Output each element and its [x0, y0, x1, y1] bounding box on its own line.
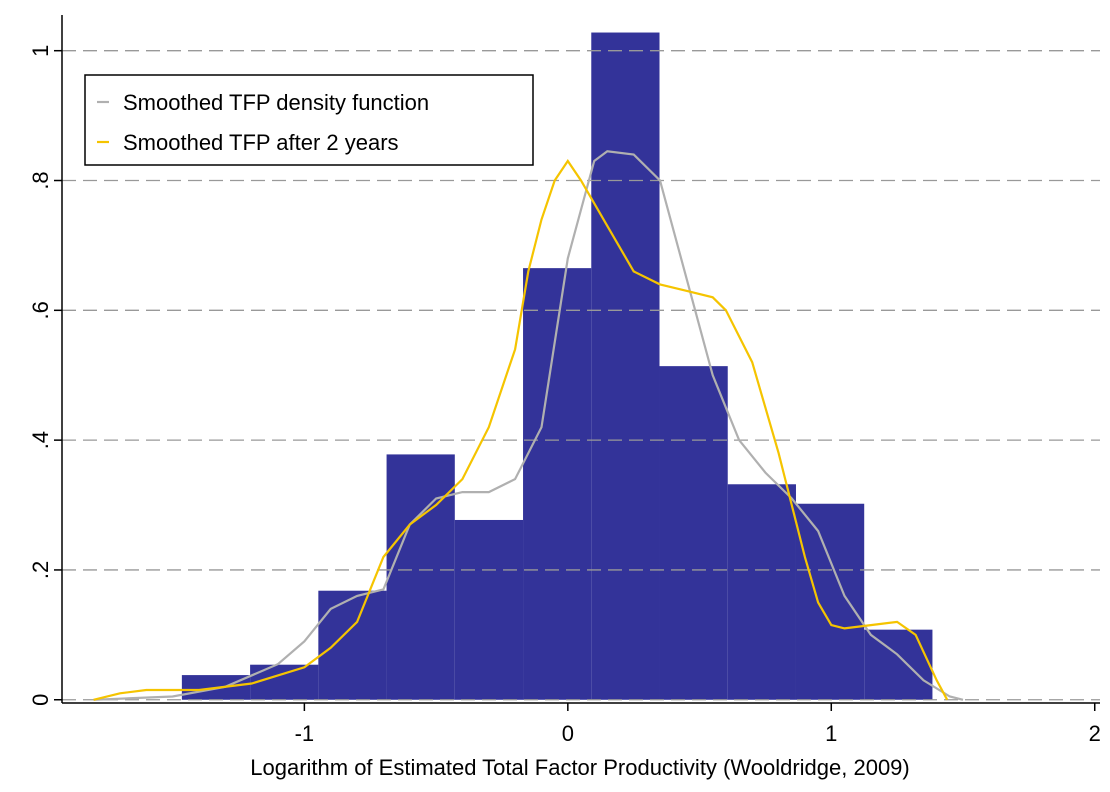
x-axis-label: Logarithm of Estimated Total Factor Prod… [250, 755, 910, 780]
histogram-bar [318, 590, 387, 700]
y-tick-label: .6 [28, 301, 53, 319]
x-tick-label: 2 [1089, 721, 1101, 746]
histogram-bar [386, 454, 455, 700]
histogram-bar [523, 268, 592, 700]
density-line [93, 159, 949, 701]
x-tick-label: -1 [295, 721, 315, 746]
histogram-bar [727, 484, 796, 700]
histogram-bar [591, 32, 660, 700]
x-tick-label: 1 [825, 721, 837, 746]
y-tick-label: 0 [28, 694, 53, 706]
y-tick-label: .2 [28, 561, 53, 579]
histogram-bar [795, 503, 865, 700]
y-tick-label: 1 [28, 45, 53, 57]
histogram-bar [864, 629, 933, 700]
legend-box [84, 74, 534, 166]
density-line [93, 150, 964, 701]
legend-label: Smoothed TFP after 2 years [123, 130, 399, 155]
legend-label: Smoothed TFP density function [123, 90, 429, 115]
x-tick-label: 0 [562, 721, 574, 746]
y-tick-label: .4 [28, 431, 53, 449]
histogram-bar [454, 519, 524, 700]
histogram-bar [659, 366, 728, 700]
y-tick-label: .8 [28, 171, 53, 189]
histogram-bar [250, 664, 319, 700]
